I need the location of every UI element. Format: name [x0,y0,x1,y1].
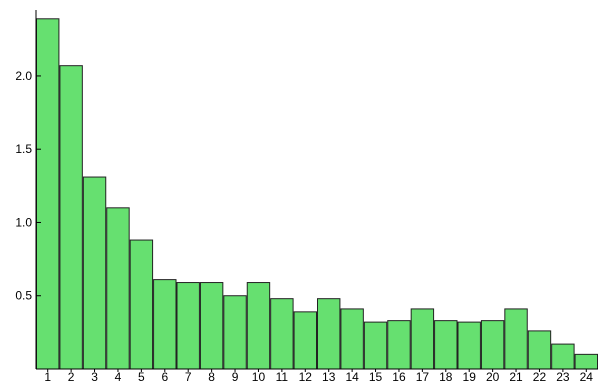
bar-3 [82,176,107,370]
bar-5 [129,239,154,370]
x-tick-label: 15 [369,370,383,383]
x-tick-label: 14 [345,370,359,383]
bar-20 [480,320,505,370]
bar-4 [106,207,130,370]
bar-10 [246,282,271,370]
y-tick-label: 0.5 [15,289,32,303]
bar-17 [410,308,435,370]
bar-6 [153,279,177,370]
bar-13 [317,298,341,370]
x-tick-label: 17 [416,370,430,383]
x-tick-label: 19 [463,370,477,383]
x-tick-label: 5 [138,370,145,383]
bars-group [36,18,599,370]
bar-23 [551,343,575,370]
bar-1 [36,18,60,370]
x-tick-label: 23 [556,370,570,383]
x-tick-label: 16 [392,370,406,383]
x-tick-label: 22 [533,370,547,383]
bar-24 [574,353,599,370]
x-tick-label: 9 [232,370,239,383]
x-tick-label: 11 [276,370,289,383]
x-tick-label: 1 [44,370,51,383]
bar-9 [223,295,247,370]
bar-11 [270,298,294,370]
bar-15 [363,321,388,370]
x-tick-label: 6 [161,370,168,383]
bar-18 [434,320,458,370]
y-tick-label: 1.5 [15,142,32,156]
bar-14 [340,308,364,370]
x-tick-label: 18 [439,370,453,383]
bar-16 [387,320,411,370]
y-tick-label: 1.0 [15,215,32,229]
bar-2 [59,65,83,370]
x-tick-label: 4 [115,370,122,383]
x-tick-label: 8 [208,370,215,383]
bar-19 [457,321,481,370]
bar-8 [199,282,224,370]
bar-22 [527,330,552,370]
bar-7 [176,282,200,370]
x-tick-label: 24 [580,370,594,383]
x-tick-label: 21 [509,370,523,383]
x-ticks-group: 1 2 3 4 5 6 7 8 9 10 11 12 13 14 15 16 17 18 19 20 21 22 23 24 [44,369,593,383]
y-ticks-group: 0.5 1.0 1.5 2.0 [15,69,41,303]
x-tick-label: 10 [252,370,266,383]
y-tick-label: 2.0 [15,69,32,83]
x-tick-label: 12 [299,370,313,383]
x-tick-label: 7 [185,370,192,383]
x-tick-label: 2 [68,370,75,383]
x-tick-label: 3 [91,370,98,383]
x-tick-label: 13 [322,370,336,383]
bar-12 [293,311,317,370]
bar-21 [504,308,528,370]
x-tick-label: 20 [486,370,500,383]
